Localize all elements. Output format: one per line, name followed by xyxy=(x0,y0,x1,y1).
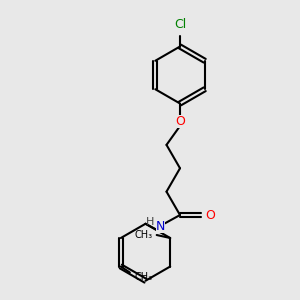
Text: CH₃: CH₃ xyxy=(134,272,152,282)
Text: O: O xyxy=(175,115,185,128)
Text: O: O xyxy=(206,208,215,221)
Text: Cl: Cl xyxy=(174,19,186,32)
Text: N: N xyxy=(156,220,165,233)
Text: H: H xyxy=(146,217,154,227)
Text: CH₃: CH₃ xyxy=(134,230,152,240)
